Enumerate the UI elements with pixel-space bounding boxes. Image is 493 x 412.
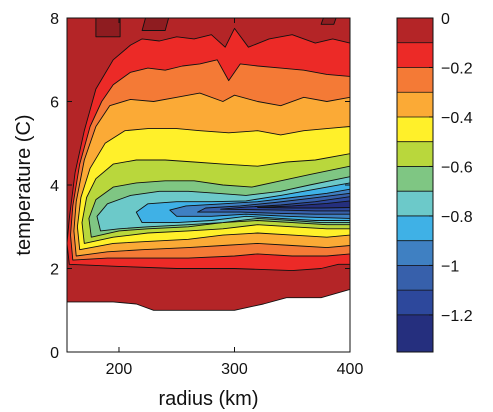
colorbar-tick-label-0: 0 [441, 11, 450, 28]
contour-regions [67, 18, 350, 311]
colorbar-tick-label-4: −0.8 [441, 209, 473, 226]
colorbar-level-6 [397, 166, 433, 192]
colorbar-level-11 [397, 290, 433, 315]
colorbar-level-7 [397, 191, 433, 216]
x-tick-label-200: 200 [106, 361, 133, 378]
contour-patch-top-3 [320, 18, 337, 25]
x-tick-label-300: 300 [221, 361, 248, 378]
colorbar-level-1 [397, 42, 433, 68]
colorbar-level-2 [397, 67, 433, 93]
colorbar-level-5 [397, 141, 433, 167]
colorbar-tick-label-5: −1 [441, 258, 459, 275]
colorbar-level-4 [397, 116, 433, 142]
y-tick-label-0: 0 [50, 345, 59, 362]
colorbar-tick-label-3: −0.6 [441, 159, 473, 176]
y-tick-label-8: 8 [50, 11, 59, 28]
colorbar-level-12 [397, 314, 433, 352]
y-axis-label: temperature (C) [13, 114, 35, 255]
x-tick-label-400: 400 [337, 361, 364, 378]
colorbar: 0 −0.2 −0.4 −0.6 −0.8 −1 −1.2 [396, 11, 473, 353]
axis-ticks: 200 300 400 0 2 4 6 8 [50, 11, 363, 378]
y-tick-label-6: 6 [50, 95, 59, 112]
y-tick-label-2: 2 [50, 262, 59, 279]
colorbar-tick-label-2: −0.4 [441, 110, 473, 127]
y-tick-label-4: 4 [50, 178, 59, 195]
colorbar-tick-label-1: −0.2 [441, 60, 473, 77]
x-axis-label: radius (km) [158, 388, 258, 410]
colorbar-tick-label-6: −1.2 [441, 308, 473, 325]
colorbar-level-10 [397, 265, 433, 291]
colorbar-level-8 [397, 215, 433, 241]
colorbar-level-9 [397, 240, 433, 266]
contour-level-below-m1.2 [257, 200, 350, 209]
colorbar-frame [396, 17, 434, 353]
colorbar-level-0 [397, 18, 433, 43]
contour-patch-top-2 [141, 18, 170, 31]
colorbar-level-3 [397, 92, 433, 117]
contour-patch-top-1 [95, 18, 121, 38]
